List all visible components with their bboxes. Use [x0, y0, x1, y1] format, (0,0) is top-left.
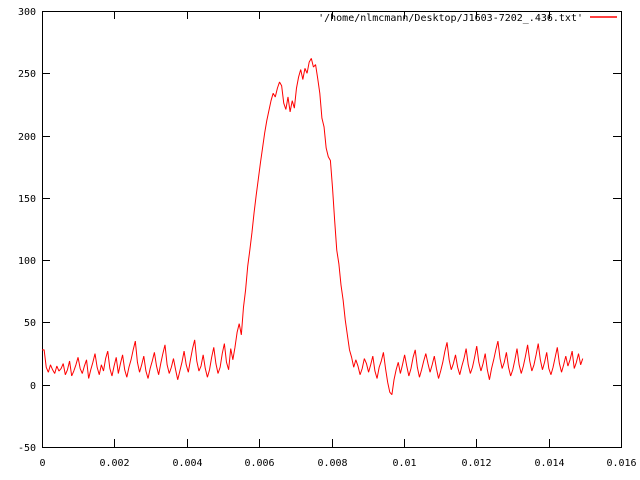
y-tick-label: -50 [18, 443, 36, 454]
y-tick-label: 0 [30, 381, 36, 392]
x-tick-label: 0.014 [534, 458, 564, 469]
y-tick-label: 100 [18, 256, 36, 267]
data-series-line [42, 58, 584, 396]
x-tick-label: 0 [39, 458, 45, 469]
x-tick-label: 0.01 [392, 458, 416, 469]
x-tick-label: 0.016 [606, 458, 636, 469]
x-tick-label: 0.012 [461, 458, 491, 469]
plot-area: 0 0.002 0.004 0.006 0.008 0.01 0.012 0.014 0.016… [18, 7, 637, 469]
plot-border [42, 11, 622, 448]
x-tick-label: 0.008 [317, 458, 347, 469]
y-tick-label: 200 [18, 132, 36, 143]
x-tick-label: 0.006 [244, 458, 274, 469]
x-tick-label: 0.002 [99, 458, 129, 469]
y-tick-label: 150 [18, 194, 36, 205]
y-tick-label: 250 [18, 69, 36, 80]
y-tick-label: 50 [24, 318, 36, 329]
x-tick-label: 0.004 [172, 458, 202, 469]
y-tick-label: 300 [18, 7, 36, 18]
legend-label: '/home/nlmcmann/Desktop/J1603-7202_.436.… [318, 13, 583, 24]
